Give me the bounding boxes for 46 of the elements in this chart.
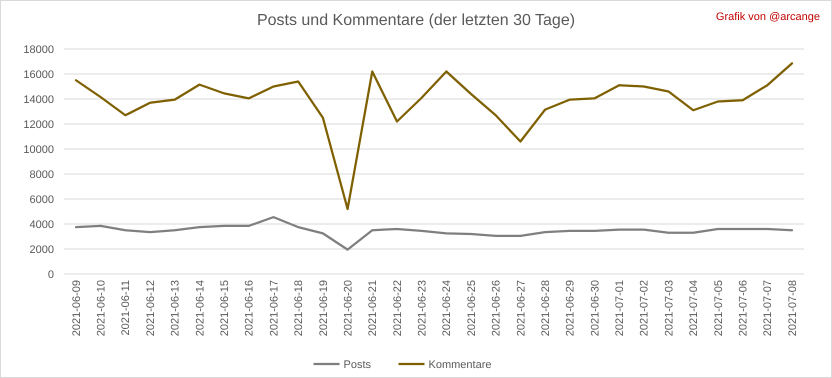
y-tick-label: 4000 [30, 218, 54, 231]
x-tick-label: 2021-06-21 [367, 280, 380, 336]
x-tick-label: 2021-07-04 [688, 280, 700, 336]
y-tick-label: 14000 [23, 94, 54, 106]
x-tick-label: 2021-06-09 [70, 280, 83, 336]
chart-title: Posts und Kommentare (der letzten 30 Tage) [256, 12, 576, 29]
text: Grafik von @arcange [716, 11, 820, 23]
x-tick-label: 2021-06-10 [96, 280, 108, 336]
x-tick-label: 2021-06-22 [392, 280, 404, 336]
y-tick-label: 6000 [30, 194, 54, 206]
x-tick-label: 2021-06-24 [441, 280, 454, 336]
x-tick-label: 2021-07-05 [712, 280, 725, 336]
x-tick-label: 2021-06-18 [293, 280, 306, 336]
x-tick-label: 2021-06-15 [218, 280, 231, 336]
x-tick-label: 2021-06-13 [170, 280, 182, 336]
x-tick-label: 2021-06-25 [466, 280, 478, 336]
x-tick-label: 2021-06-11 [120, 280, 132, 336]
x-tick-label: 2021-06-26 [490, 280, 503, 336]
legend-label: Posts [344, 358, 372, 371]
x-tick-label: 2021-07-08 [786, 280, 799, 336]
line-series [74, 216, 794, 251]
x-tick-label: 2021-06-19 [318, 280, 330, 336]
x-tick-label: 2021-06-23 [416, 280, 429, 336]
y-tick-label: 2000 [30, 244, 54, 256]
x-tick-label: 2021-07-03 [663, 280, 676, 336]
y-tick-label: 18000 [23, 44, 54, 56]
x-tick-label: 2021-07-07 [762, 280, 774, 336]
x-tick-label: 2021-07-06 [737, 280, 750, 336]
y-tick-label: 12000 [23, 118, 54, 131]
x-tick-label: 2021-06-14 [194, 280, 206, 336]
y-tick-label: 0 [48, 268, 54, 281]
y-tick-label: 16000 [23, 68, 54, 81]
x-tick-label: 2021-06-16 [244, 280, 256, 336]
x-tick-label: 2021-06-27 [515, 280, 528, 336]
x-tick-label: 2021-06-12 [144, 280, 157, 336]
y-tick-label: 10000 [23, 144, 54, 156]
x-tick-label: 2021-07-01 [614, 280, 626, 336]
x-tick-label: 2021-06-30 [589, 280, 602, 336]
y-tick-label: 8000 [30, 168, 54, 181]
x-tick-label: 2021-06-28 [540, 280, 552, 336]
line-series [74, 62, 794, 210]
x-tick-label: 2021-06-29 [564, 280, 577, 336]
x-tick-label: 2021-07-02 [638, 280, 651, 336]
x-tick-label: 2021-06-20 [342, 280, 354, 336]
x-tick-label: 2021-06-17 [268, 280, 280, 336]
legend-label: Kommentare [428, 358, 492, 371]
